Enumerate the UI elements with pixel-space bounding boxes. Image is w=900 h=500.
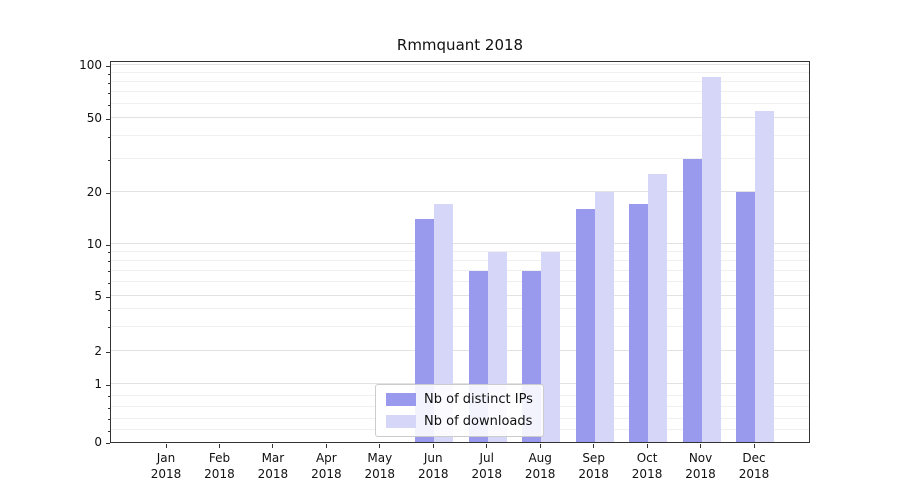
x-tick-mark: [539, 444, 541, 448]
y-minor-tick-mark: [108, 252, 110, 254]
y-tick-label: 50: [86, 111, 102, 125]
x-tick-label: Mar 2018: [257, 451, 289, 481]
gridline-major: [111, 191, 809, 192]
gridline-minor: [111, 72, 809, 74]
bar-downloads-nov: [701, 76, 721, 442]
x-tick-label: Nov 2018: [685, 451, 716, 481]
y-tick-mark: [106, 192, 110, 194]
y-minor-tick-mark: [108, 419, 110, 421]
legend-item-downloads: Nb of downloads: [386, 414, 533, 429]
y-minor-tick-mark: [108, 327, 110, 329]
y-minor-tick-mark: [108, 159, 110, 161]
y-tick-label: 2: [94, 344, 102, 358]
gridline-major: [111, 350, 809, 351]
gridline-major: [111, 295, 809, 296]
x-tick-label: Sep 2018: [578, 451, 609, 481]
x-tick-mark: [218, 444, 220, 448]
x-tick-label: May 2018: [364, 451, 396, 481]
x-tick-mark: [272, 444, 274, 448]
bar-distinct-ips-sep: [575, 208, 595, 442]
gridline-minor: [111, 135, 809, 137]
x-tick-mark: [646, 444, 648, 448]
y-tick-label: 100: [79, 58, 102, 72]
y-minor-tick-mark: [108, 261, 110, 263]
x-tick-label: Jan 2018: [150, 451, 182, 481]
y-tick-mark: [106, 384, 110, 386]
legend-label-downloads: Nb of downloads: [424, 414, 533, 429]
y-tick-label: 0: [94, 435, 102, 449]
y-tick-label: 10: [86, 237, 102, 251]
y-minor-tick-mark: [108, 309, 110, 311]
x-tick-mark: [432, 444, 434, 448]
y-tick-mark: [106, 244, 110, 246]
gridline-minor: [111, 281, 809, 283]
chart-title: Rmmquant 2018: [396, 36, 524, 54]
y-tick-label: 20: [86, 185, 102, 199]
gridline-minor: [111, 103, 809, 105]
y-minor-tick-mark: [108, 73, 110, 75]
gridline-minor: [111, 269, 809, 271]
y-tick-mark: [106, 351, 110, 353]
y-minor-tick-mark: [108, 136, 110, 138]
gridline-minor: [111, 259, 809, 261]
gridline-major: [111, 243, 809, 244]
x-tick-mark: [165, 444, 167, 448]
y-tick-label: 1: [94, 377, 102, 391]
gridline-minor: [111, 325, 809, 327]
x-tick-mark: [753, 444, 755, 448]
x-tick-label: Apr 2018: [311, 451, 342, 481]
y-tick-label: 5: [94, 289, 102, 303]
gridline-minor: [111, 250, 809, 252]
x-tick-label: Jun 2018: [417, 451, 449, 481]
bar-distinct-ips-oct: [629, 204, 649, 442]
x-tick-label: Dec 2018: [738, 451, 770, 481]
y-minor-tick-mark: [108, 271, 110, 273]
y-tick-mark: [106, 442, 110, 444]
y-tick-mark: [106, 118, 110, 120]
gridline-major: [111, 117, 809, 118]
y-minor-tick-mark: [108, 282, 110, 284]
x-tick-mark: [379, 444, 381, 448]
x-tick-label: Aug 2018: [524, 451, 556, 481]
bar-downloads-aug: [541, 251, 561, 442]
plot-area: Nb of distinct IPs Nb of downloads: [110, 61, 810, 443]
y-minor-tick-mark: [108, 430, 110, 432]
bar-downloads-sep: [594, 192, 614, 442]
bar-downloads-jun: [434, 204, 454, 442]
x-tick-mark: [700, 444, 702, 448]
gridline-major: [111, 383, 809, 384]
x-tick-mark: [325, 444, 327, 448]
gridline-minor: [111, 308, 809, 310]
y-minor-tick-mark: [108, 396, 110, 398]
y-minor-tick-mark: [108, 407, 110, 409]
x-tick-label: Oct 2018: [631, 451, 663, 481]
gridline-major: [111, 64, 809, 65]
legend-swatch-downloads: [386, 415, 416, 428]
bar-downloads-oct: [648, 174, 668, 442]
legend-label-distinct-ips: Nb of distinct IPs: [424, 392, 533, 407]
x-tick-label: Feb 2018: [204, 451, 235, 481]
x-tick-label: Jul 2018: [471, 451, 502, 481]
gridline-minor: [111, 91, 809, 93]
y-tick-mark: [106, 296, 110, 298]
bar-downloads-dec: [755, 110, 774, 442]
x-tick-mark: [486, 444, 488, 448]
y-minor-tick-mark: [108, 82, 110, 84]
y-minor-tick-mark: [108, 104, 110, 106]
y-minor-tick-mark: [108, 92, 110, 94]
legend-item-distinct-ips: Nb of distinct IPs: [386, 392, 533, 407]
gridline-minor: [111, 158, 809, 160]
bar-distinct-ips-nov: [682, 159, 702, 442]
legend-swatch-distinct-ips: [386, 393, 416, 406]
legend: Nb of distinct IPs Nb of downloads: [375, 384, 544, 437]
y-tick-mark: [106, 65, 110, 67]
x-tick-mark: [593, 444, 595, 448]
bar-distinct-ips-dec: [736, 192, 755, 442]
gridline-minor: [111, 81, 809, 83]
